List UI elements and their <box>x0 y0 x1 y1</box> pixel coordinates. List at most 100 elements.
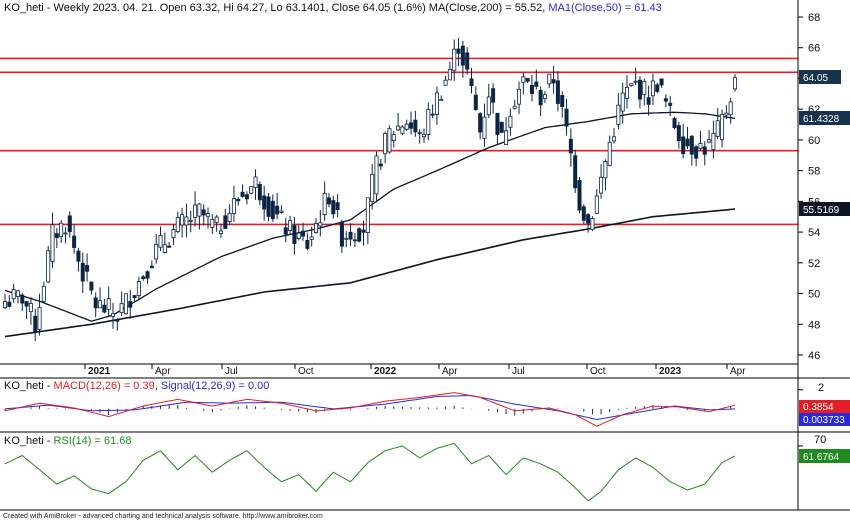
candle <box>339 219 344 253</box>
candle <box>167 241 172 248</box>
candle-body <box>361 229 366 233</box>
price-y-tick-label: 46 <box>808 350 820 362</box>
candle-body <box>547 73 552 85</box>
candle <box>322 181 327 221</box>
candle-body <box>253 176 258 188</box>
candle-body <box>180 214 185 226</box>
candle-body <box>59 222 64 238</box>
candle-body <box>616 104 621 125</box>
candle <box>409 111 414 135</box>
candle-body <box>499 121 504 133</box>
candle <box>270 194 275 222</box>
candle-body <box>197 203 202 217</box>
candle <box>288 215 293 235</box>
candle-body <box>352 239 357 242</box>
candle <box>655 82 660 94</box>
candle-body <box>162 244 167 253</box>
candle <box>85 253 90 282</box>
price-y-tick-label: 52 <box>808 258 820 270</box>
candle <box>227 204 232 225</box>
candle-body <box>201 209 206 216</box>
candle-body <box>331 200 336 215</box>
candle <box>616 93 621 130</box>
candle-body <box>478 113 483 133</box>
rsi-badge-box <box>799 449 850 463</box>
candle-body <box>318 222 323 227</box>
candle <box>46 245 51 284</box>
candle-body <box>145 271 150 279</box>
candle <box>599 164 604 199</box>
candle <box>728 97 733 124</box>
candle <box>3 293 8 310</box>
candle <box>504 117 509 146</box>
candle <box>67 211 72 238</box>
candle-body <box>15 290 20 297</box>
candle <box>15 289 20 304</box>
candle <box>689 135 694 166</box>
candle-body <box>374 155 379 195</box>
candle-body <box>646 97 651 105</box>
candle-body <box>607 141 612 166</box>
candle-body <box>655 84 660 92</box>
candle-body <box>637 79 642 100</box>
candle-body <box>296 232 301 239</box>
candle <box>633 67 638 86</box>
ma200-badge: 55.5169 <box>799 202 850 216</box>
candle <box>318 210 323 237</box>
candle-body <box>370 173 375 203</box>
macd-title-label: MACD(12,26) = 0.39 <box>54 380 155 392</box>
candle <box>115 318 120 331</box>
candle <box>603 159 608 191</box>
candle-body <box>283 227 288 235</box>
price-badge-box <box>799 70 841 84</box>
candle <box>326 193 331 208</box>
candle-body <box>106 298 111 310</box>
candle-body <box>110 313 115 317</box>
candle-body <box>469 78 474 87</box>
candle-body <box>365 197 370 233</box>
candle <box>413 110 418 137</box>
candle-body <box>7 301 12 307</box>
macd-panel-title: KO_heti - MACD(12,26) = 0.39, Signal(12,… <box>4 380 269 392</box>
candle-body <box>119 303 124 313</box>
x-tick-label: Apr <box>155 366 171 377</box>
signal-badge: 0.003733 <box>799 413 850 426</box>
candle-body <box>426 109 431 135</box>
candle-body <box>348 231 353 240</box>
candle-body <box>154 243 159 260</box>
candle <box>7 295 12 308</box>
candle-body <box>184 216 189 226</box>
candle-body <box>54 233 59 238</box>
candle <box>642 78 647 106</box>
price-badge-text: 64.05 <box>803 73 828 84</box>
candle <box>266 193 271 222</box>
candle-body <box>37 306 42 330</box>
candle-body <box>136 281 141 297</box>
candle-body <box>465 52 470 70</box>
candle <box>672 116 677 130</box>
candle-body <box>711 133 716 150</box>
macd-y-tick: 2 <box>818 382 824 394</box>
candle <box>158 226 163 251</box>
candle <box>314 218 319 234</box>
candle-body <box>270 200 275 220</box>
candle <box>201 204 206 226</box>
candle-body <box>339 221 344 247</box>
candle-body <box>188 219 193 222</box>
candle <box>581 204 586 225</box>
candle <box>555 71 560 112</box>
candle <box>145 270 150 284</box>
candle-body <box>227 212 232 222</box>
candle-body <box>128 301 133 308</box>
candle <box>625 75 630 109</box>
candle-body <box>495 112 500 135</box>
candle <box>733 74 738 92</box>
candle-body <box>698 143 703 150</box>
candle <box>426 102 431 141</box>
candle <box>305 232 310 251</box>
candle <box>89 281 94 295</box>
candle-body <box>3 301 8 309</box>
candle <box>296 225 301 241</box>
macd-badge-text: 0.3854 <box>803 402 834 413</box>
